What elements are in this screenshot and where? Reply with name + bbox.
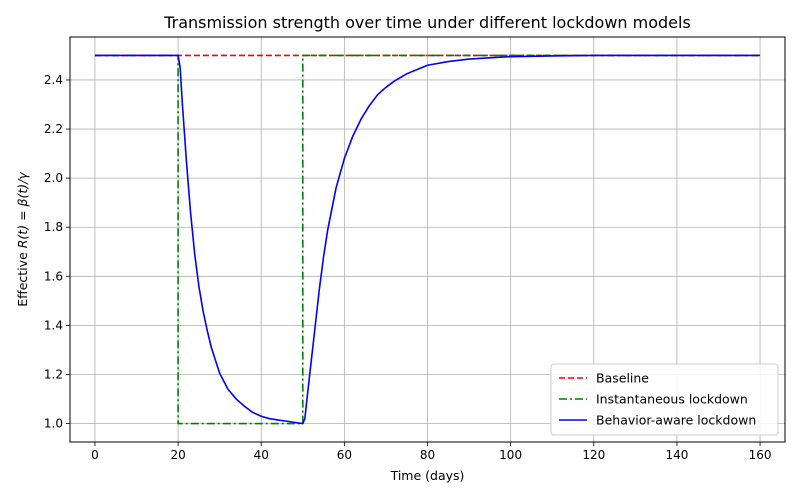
y-axis-label-math: R(t) = β(t)/γ xyxy=(15,172,30,249)
x-tick-label: 80 xyxy=(420,448,435,462)
x-tick-label: 120 xyxy=(582,448,605,462)
x-tick-label: 40 xyxy=(254,448,269,462)
series-line-behavior-aware-lockdown xyxy=(94,54,761,425)
y-tick-label: 2.4 xyxy=(44,73,63,87)
x-axis-label: Time (days) xyxy=(390,468,465,483)
y-tick-label: 1.6 xyxy=(44,269,63,283)
y-tick-label: 1.4 xyxy=(44,318,63,332)
legend-label: Instantaneous lockdown xyxy=(596,392,748,407)
legend-box xyxy=(550,363,779,436)
y-axis-label-prefix: Effective xyxy=(15,248,30,307)
x-tick-label: 100 xyxy=(499,448,522,462)
x-tick-label: 160 xyxy=(749,448,772,462)
y-tick-label: 2.2 xyxy=(44,122,63,136)
y-tick-label: 1.8 xyxy=(44,220,63,234)
legend-label: Behavior-aware lockdown xyxy=(596,413,756,428)
x-tick-label: 60 xyxy=(337,448,352,462)
y-tick-label: 1.2 xyxy=(44,368,63,382)
legend: Baseline Instantaneous lockdown Behavior-a… xyxy=(550,363,779,436)
plot-lines xyxy=(94,54,761,425)
axis-ticks: 0 20 40 60 80 100 120 140 160 1.0 1.2 1.4 1.6 1.8 2.0 2… xyxy=(44,73,772,462)
legend-label: Baseline xyxy=(596,371,649,386)
x-tick-label: 20 xyxy=(170,448,185,462)
x-tick-label: 0 xyxy=(91,448,99,462)
chart-title: Transmission strength over time under di… xyxy=(163,13,691,32)
y-axis-label: Effective R(t) = β(t)/γ xyxy=(15,172,30,307)
y-tick-label: 1.0 xyxy=(44,417,63,431)
y-tick-label: 2.0 xyxy=(44,171,63,185)
x-tick-label: 140 xyxy=(665,448,688,462)
